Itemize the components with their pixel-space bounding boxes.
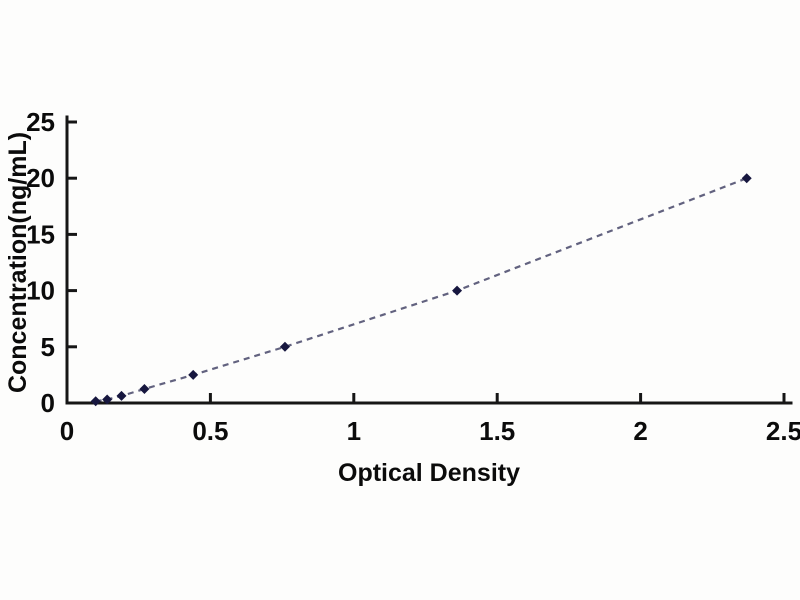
y-tick-label: 10: [26, 276, 55, 306]
x-tick-label: 1: [347, 416, 361, 446]
y-tick-label: 0: [41, 388, 55, 418]
y-tick-label: 5: [41, 332, 55, 362]
y-tick-label: 15: [26, 219, 55, 249]
x-axis-title: Optical Density: [338, 459, 520, 487]
data-point: [741, 173, 752, 184]
x-tick-label: 1.5: [479, 416, 515, 446]
data-point: [139, 383, 150, 394]
trend-line: [95, 177, 748, 403]
data-point: [90, 396, 101, 407]
x-tick-label: 2: [633, 416, 647, 446]
x-tick-label: 2.5: [766, 416, 800, 446]
y-tick-label: 25: [26, 107, 55, 137]
data-point: [452, 285, 463, 296]
data-point: [188, 369, 199, 380]
data-point: [116, 390, 127, 401]
y-axis-title: Concentration(ng/mL): [4, 132, 32, 393]
axis-spine: [65, 115, 793, 405]
y-tick-label: 20: [26, 163, 55, 193]
x-tick-label: 0: [60, 416, 74, 446]
data-point: [279, 341, 290, 352]
x-tick-label: 0.5: [192, 416, 228, 446]
data-point: [102, 394, 113, 405]
